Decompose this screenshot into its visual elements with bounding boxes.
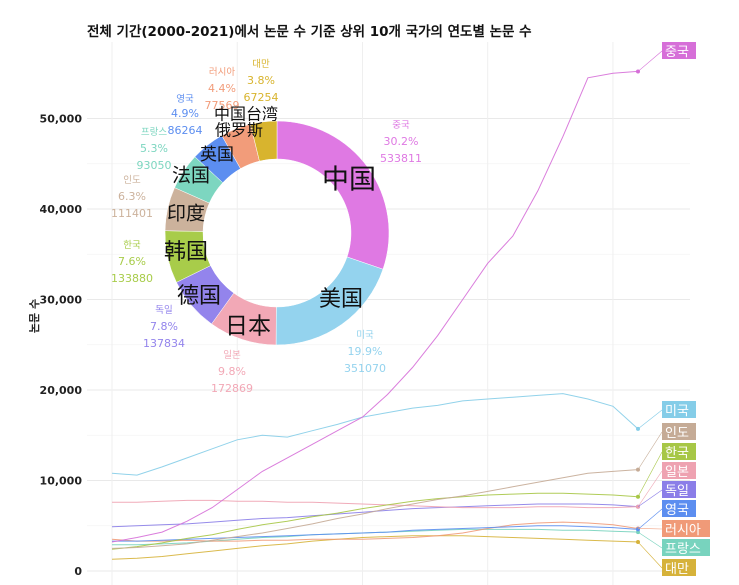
y-tick-label: 40,000 [40, 203, 83, 216]
end-label-box [662, 539, 710, 556]
end-label-box [662, 443, 696, 460]
slice-pct: 19.9% [348, 345, 383, 358]
end-label-text: 독일 [665, 484, 689, 499]
slice-name: 대만 [252, 59, 270, 70]
end-label-text: 한국 [665, 446, 689, 461]
slice-pct: 3.8% [247, 74, 275, 87]
series-line-10 [111, 535, 639, 560]
series-line-1 [111, 70, 639, 543]
slice-label-cn: 韩国 [164, 240, 208, 265]
end-label-text: 중국 [665, 45, 689, 60]
slice-label-cn: 法国 [172, 165, 210, 187]
slice-label-cn: 中国 [322, 165, 376, 196]
slice-label-cn: 英国 [200, 145, 234, 165]
end-label-text: 미국 [665, 404, 689, 419]
slice-value: 93050 [137, 159, 172, 172]
end-label-leader [637, 451, 663, 497]
slice-value: 533811 [380, 152, 422, 165]
slice-pct: 30.2% [384, 135, 419, 148]
end-label-text: 러시아 [665, 523, 701, 538]
slice-name: 인도 [123, 175, 141, 186]
end-label-text: 프랑스 [665, 542, 701, 557]
slice-value: 351070 [344, 362, 386, 375]
end-label-box [662, 500, 696, 517]
slice-label-cn: 日本 [225, 314, 271, 340]
end-label-box [662, 559, 696, 576]
end-label-leader [637, 470, 663, 507]
chart-title: 전체 기간(2000-2021)에서 논문 수 기준 상위 10개 국가의 연도… [87, 23, 532, 40]
line-series [111, 69, 640, 560]
end-label-leader [637, 528, 663, 530]
end-label-leader [637, 431, 663, 470]
slice-value: 86264 [168, 124, 203, 137]
slice-pct: 6.3% [118, 190, 146, 203]
slice-value: 77569 [205, 99, 240, 112]
y-tick-label: 10,000 [40, 475, 83, 488]
slice-label-cn: 印度 [167, 203, 205, 225]
slice-pct: 7.6% [118, 255, 146, 268]
series-line-4 [111, 492, 639, 550]
end-label-box [662, 462, 696, 479]
end-label-leader [637, 531, 663, 549]
y-tick-label: 0 [74, 565, 82, 578]
slice-pct: 7.8% [150, 320, 178, 333]
series-line-2 [111, 393, 639, 476]
slice-pct: 4.4% [208, 82, 236, 95]
slice-name: 프랑스 [141, 126, 167, 138]
end-label-box [662, 520, 710, 537]
slice-label-cn: 俄罗斯 [215, 121, 263, 140]
slice-pct: 9.8% [218, 365, 246, 378]
slice-value: 137834 [143, 337, 185, 350]
end-label-leader [637, 489, 663, 507]
series-line-3 [111, 469, 639, 549]
slice-label-cn: 德国 [177, 284, 221, 309]
slice-value: 111401 [111, 207, 153, 220]
slice-name: 독일 [155, 305, 172, 316]
end-label-text: 대만 [665, 562, 689, 577]
y-tick-label: 30,000 [40, 294, 83, 307]
slice-name: 영국 [176, 94, 194, 105]
slice-value: 67254 [244, 91, 279, 104]
y-tick-label: 20,000 [40, 384, 83, 397]
end-label-text: 영국 [665, 503, 689, 518]
slice-value: 133880 [111, 272, 153, 285]
donut-slice-1 [276, 120, 390, 270]
slice-pct: 4.9% [171, 107, 199, 120]
y-axis-label: 논문 수 [28, 299, 41, 333]
slice-name: 한국 [123, 240, 141, 251]
donut-chart: 中国 중국 30.2% 533811 美国 미국 19.9% 351070 日本 일본 9.8% 17… [111, 59, 422, 395]
end-label-box [662, 423, 696, 440]
slice-pct: 5.3% [140, 142, 168, 155]
end-label-leader [637, 508, 663, 530]
slice-value: 172869 [211, 382, 253, 395]
series-line-8 [111, 521, 639, 542]
series-line-7 [112, 525, 639, 542]
end-label-leader [637, 541, 663, 569]
end-label-leader [637, 50, 663, 72]
end-label-box [662, 401, 696, 418]
slice-name: 일본 [223, 350, 241, 361]
y-tick-label: 50,000 [40, 113, 83, 126]
slice-name: 미국 [356, 330, 374, 341]
slice-label-cn: 中国台湾 [214, 105, 278, 124]
slice-label-cn: 美国 [319, 287, 363, 312]
y-axis-ticks: 0 10,000 20,000 30,000 40,000 50,000 [40, 113, 83, 579]
end-label-text: 인도 [665, 426, 689, 441]
end-label-text: 일본 [665, 465, 689, 480]
series-line-5 [112, 499, 639, 509]
slice-name: 러시아 [209, 67, 235, 78]
end-label-box [662, 42, 696, 59]
end-label-box [662, 481, 696, 498]
end-label-leader [637, 409, 663, 430]
slice-name: 중국 [392, 120, 410, 131]
donut-slice-10 [250, 120, 278, 162]
